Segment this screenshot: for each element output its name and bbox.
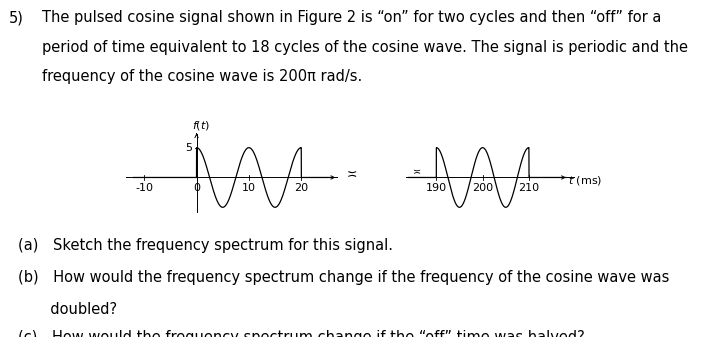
Text: $t$ (ms): $t$ (ms) — [568, 174, 603, 187]
Text: 200: 200 — [472, 183, 493, 193]
Text: $f(t)$: $f(t)$ — [192, 119, 210, 132]
Text: (b) How would the frequency spectrum change if the frequency of the cosine wave : (b) How would the frequency spectrum cha… — [18, 270, 669, 285]
Text: 190: 190 — [426, 183, 447, 193]
Text: 5: 5 — [186, 143, 193, 153]
Text: period of time equivalent to 18 cycles of the cosine wave. The signal is periodi: period of time equivalent to 18 cycles o… — [42, 40, 687, 55]
Text: -10: -10 — [135, 183, 153, 193]
Text: doubled?: doubled? — [18, 302, 117, 317]
Text: 210: 210 — [518, 183, 539, 193]
Text: The pulsed cosine signal shown in Figure 2 is “on” for two cycles and then “off”: The pulsed cosine signal shown in Figure… — [42, 10, 661, 25]
Text: (c) How would the frequency spectrum change if the “off” time was halved?: (c) How would the frequency spectrum cha… — [18, 330, 585, 337]
Text: frequency of the cosine wave is 200π rad/s.: frequency of the cosine wave is 200π rad… — [42, 69, 362, 85]
Text: 5): 5) — [9, 10, 24, 25]
Text: 20: 20 — [294, 183, 308, 193]
Text: $\asymp$: $\asymp$ — [411, 166, 422, 176]
Text: $\asymp$: $\asymp$ — [344, 168, 357, 181]
Text: (a) Sketch the frequency spectrum for this signal.: (a) Sketch the frequency spectrum for th… — [18, 238, 393, 253]
Text: 10: 10 — [242, 183, 256, 193]
Text: 0: 0 — [193, 183, 200, 193]
